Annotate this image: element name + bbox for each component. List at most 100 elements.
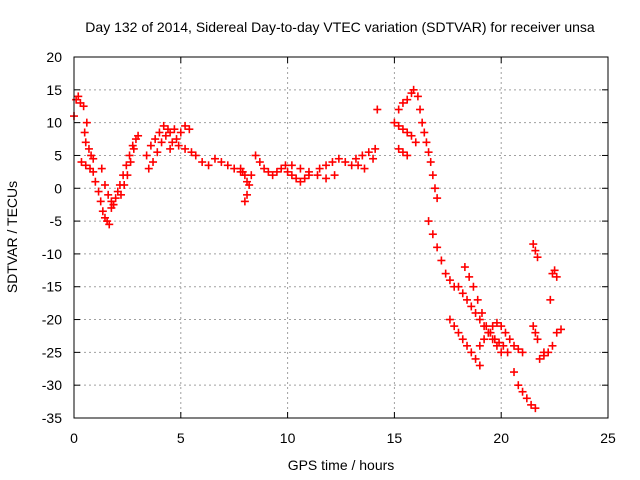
data-point [155,128,164,137]
data-point [123,171,132,180]
data-point [328,158,337,167]
data-point [454,328,463,337]
data-point [394,144,403,153]
y-tick-label: -15 [42,279,62,295]
data-point [104,190,113,199]
y-axis-label: SDTVAR / TECUs [4,181,20,293]
data-point [120,180,129,189]
data-point [411,138,420,147]
data-point [407,131,416,140]
data-point [240,171,249,180]
data-point [518,348,527,357]
data-point [341,158,350,167]
data-point [98,207,107,216]
data-point [129,144,138,153]
data-point [322,161,331,170]
y-tick-label: 10 [46,115,62,131]
plot-frame [73,56,609,419]
data-point [351,154,360,163]
data-point [272,167,281,176]
data-point [159,121,168,130]
data-point [204,161,213,170]
data-point [146,141,155,150]
data-point [548,341,557,350]
data-point [550,266,559,275]
x-tick-label: 15 [387,430,403,446]
data-point [134,131,143,140]
data-point [287,161,296,170]
data-point [149,158,158,167]
data-point [116,190,125,199]
data-point [84,144,93,153]
data-point [433,243,442,252]
data-point [94,187,103,196]
data-point [420,128,429,137]
data-point [458,335,467,344]
data-point [315,164,324,173]
data-point [428,171,437,180]
data-point [181,144,190,153]
data-point [283,167,292,176]
x-tick-label: 25 [600,430,616,446]
data-point [105,220,114,229]
data-point [166,128,175,137]
data-point [477,308,486,317]
x-tick-label: 5 [177,430,185,446]
data-point [111,194,120,203]
data-point [450,322,459,331]
data-point [499,341,508,350]
data-point [360,164,369,173]
data-point [409,85,418,94]
data-point [322,174,331,183]
data-point [480,335,489,344]
data-point [313,171,322,180]
data-point [497,322,506,331]
data-point [522,394,531,403]
data-point [296,164,305,173]
x-tick-label: 0 [70,430,78,446]
data-point [424,148,433,157]
data-point [533,335,542,344]
data-point [418,118,427,127]
data-point [475,361,484,370]
y-tick-label: 5 [54,147,62,163]
data-point [330,171,339,180]
data-point [125,151,134,160]
data-point [475,341,484,350]
data-point [416,105,425,114]
data-point [91,177,100,186]
data-point [168,138,177,147]
data-point [96,197,105,206]
data-point [144,164,153,173]
data-point [153,148,162,157]
data-point [334,154,343,163]
data-point [484,328,493,337]
y-tick-label: 0 [54,180,62,196]
data-point [463,295,472,304]
data-point [80,128,89,137]
data-point [122,161,131,170]
y-tick-label: 15 [46,82,62,98]
data-point [187,148,196,157]
data-point [287,171,296,180]
data-point [304,167,313,176]
y-tick-label: -5 [50,213,63,229]
data-point [89,167,98,176]
data-point [460,263,469,272]
data-point [172,135,181,144]
data-point [463,341,472,350]
data-point [100,180,109,189]
data-point [300,174,309,183]
data-point [426,158,435,167]
data-point [465,272,474,281]
data-point [467,302,476,311]
data-point [501,328,510,337]
data-point [81,138,90,147]
data-point [142,151,151,160]
data-point [161,131,170,140]
data-point [518,387,527,396]
data-point [531,404,540,413]
data-point [277,164,286,173]
data-point [503,348,512,357]
